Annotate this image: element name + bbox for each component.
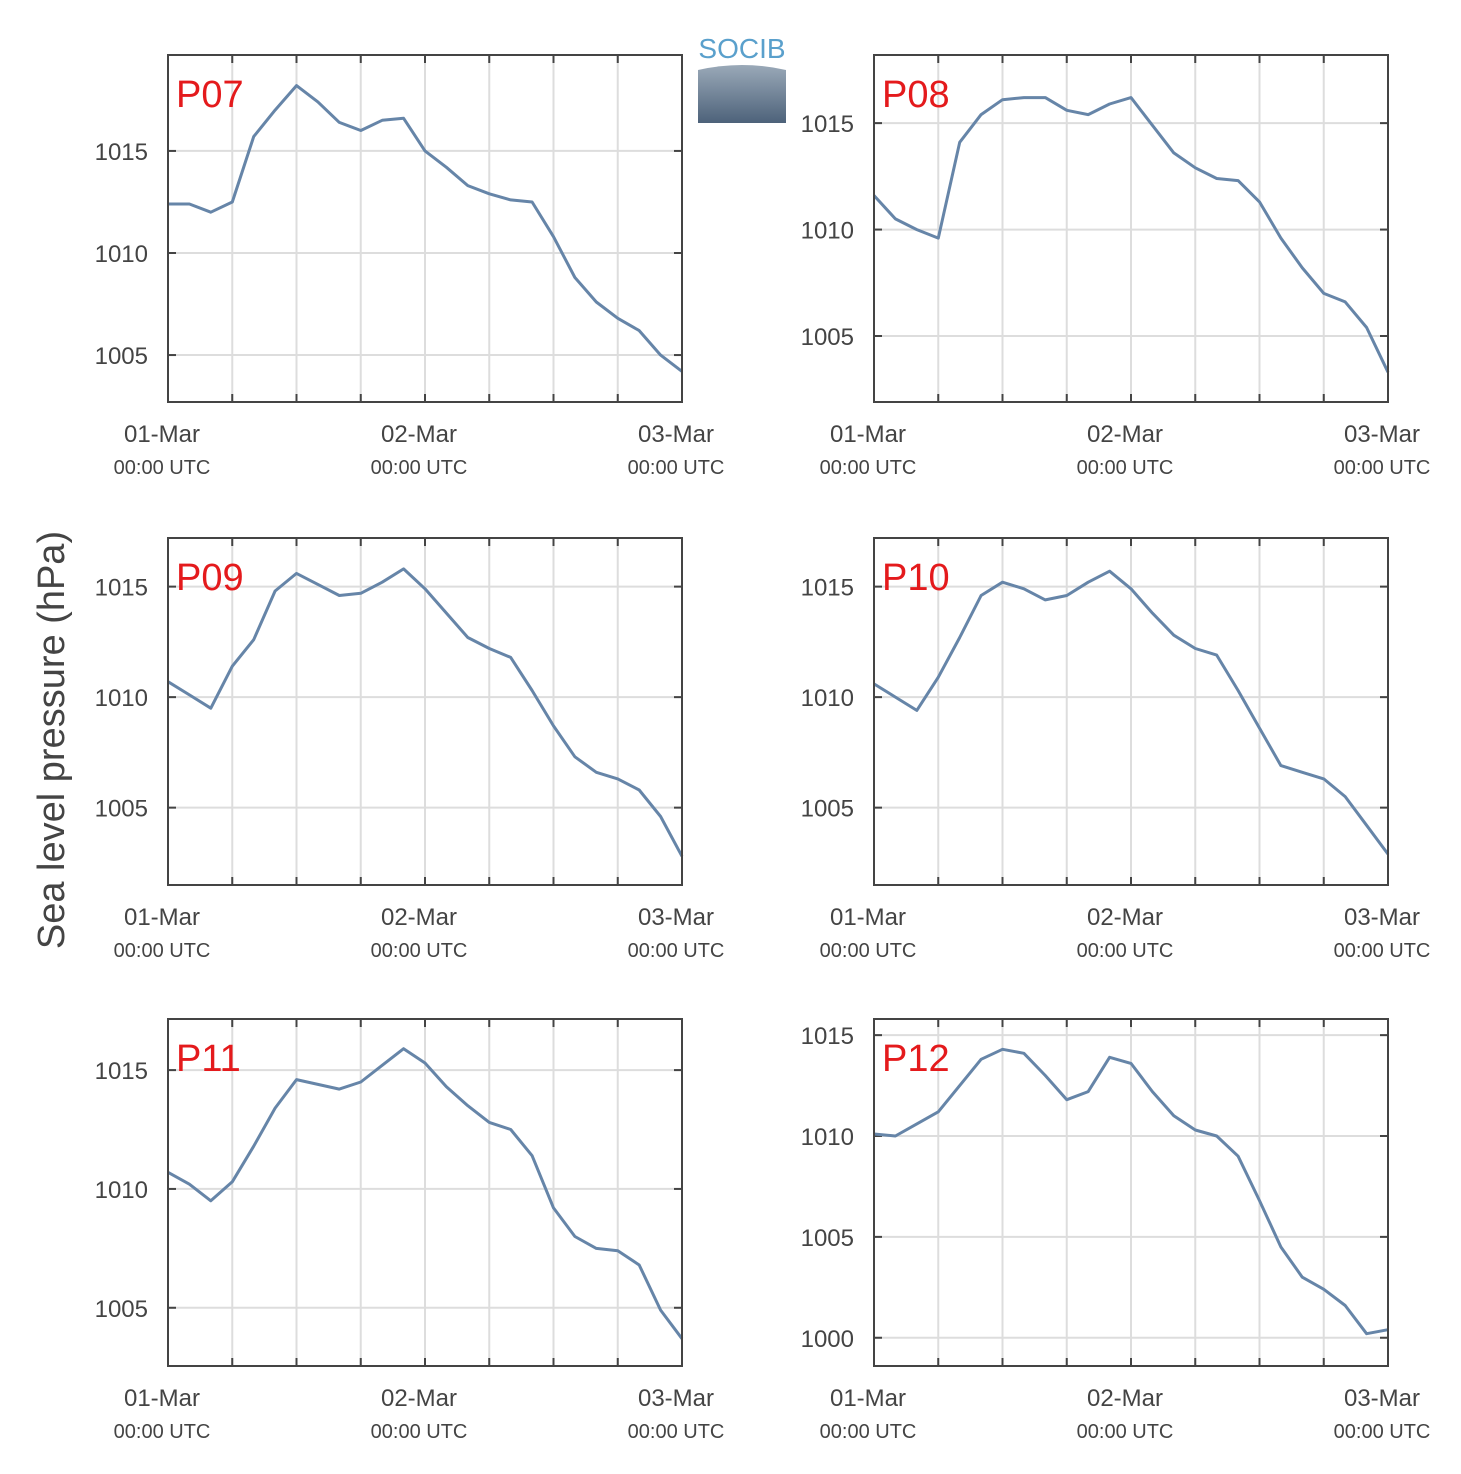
y-tick-label: 1005 <box>95 1296 148 1323</box>
x-tick-sublabel: 00:00 UTC <box>820 940 917 962</box>
x-tick-label: 01-Mar <box>124 1385 200 1412</box>
panel-title: P07 <box>176 74 244 116</box>
x-tick-label: 03-Mar <box>1344 904 1420 931</box>
y-tick-label: 1005 <box>95 796 148 823</box>
panel: 1005 1010 1015 01-Mar 00:00 UTC 02-Mar 00:00 U… <box>801 537 1431 962</box>
x-tick-label: 01-Mar <box>830 421 906 448</box>
y-tick-label: 1015 <box>95 575 148 602</box>
plot-frame <box>167 537 683 886</box>
y-tick-label: 1005 <box>801 324 854 351</box>
x-tick-label: 03-Mar <box>638 1385 714 1412</box>
panel-title: P11 <box>176 1038 241 1080</box>
x-tick-sublabel: 00:00 UTC <box>1334 457 1431 479</box>
logo: SOCIB <box>698 33 786 123</box>
plot-frame <box>167 1018 683 1367</box>
x-tick-label: 03-Mar <box>638 904 714 931</box>
y-tick-label: 1010 <box>95 1177 148 1204</box>
y-tick-label: 1010 <box>801 218 854 245</box>
x-tick-label: 03-Mar <box>638 421 714 448</box>
plot-frame <box>873 1018 1389 1367</box>
y-tick-label: 1005 <box>95 343 148 370</box>
x-tick-label: 03-Mar <box>1344 421 1420 448</box>
x-tick-label: 03-Mar <box>1344 1385 1420 1412</box>
x-tick-label: 02-Mar <box>1087 1385 1163 1412</box>
panel-title: P12 <box>882 1038 950 1080</box>
y-tick-label: 1015 <box>95 139 148 166</box>
panel: 1005 1010 1015 01-Mar 00:00 UTC 02-Mar 00:00 U… <box>801 54 1431 479</box>
x-tick-sublabel: 00:00 UTC <box>1077 457 1174 479</box>
panel-title: P09 <box>176 557 244 599</box>
panel: 1005 1010 1015 01-Mar 00:00 UTC 02-Mar 00:00 U… <box>95 54 725 479</box>
x-tick-label: 01-Mar <box>124 421 200 448</box>
x-tick-sublabel: 00:00 UTC <box>820 457 917 479</box>
y-tick-label: 1015 <box>801 111 854 138</box>
x-tick-sublabel: 00:00 UTC <box>114 457 211 479</box>
series-line <box>872 96 1390 373</box>
plot-frame <box>873 537 1389 886</box>
y-axis-label: Sea level pressure (hPa) <box>31 531 73 949</box>
panel: 1005 1010 1015 01-Mar 00:00 UTC 02-Mar 00:00 U… <box>95 537 725 962</box>
x-tick-sublabel: 00:00 UTC <box>371 1421 468 1443</box>
x-tick-sublabel: 00:00 UTC <box>1077 1421 1174 1443</box>
y-tick-label: 1010 <box>95 685 148 712</box>
x-tick-sublabel: 00:00 UTC <box>1077 940 1174 962</box>
x-tick-sublabel: 00:00 UTC <box>371 940 468 962</box>
y-tick-label: 1015 <box>801 1023 854 1050</box>
panel: 1005 1010 1015 01-Mar 00:00 UTC 02-Mar 00:00 U… <box>95 1018 725 1443</box>
x-tick-sublabel: 00:00 UTC <box>371 457 468 479</box>
x-tick-sublabel: 00:00 UTC <box>114 940 211 962</box>
x-tick-label: 02-Mar <box>381 904 457 931</box>
x-tick-label: 02-Mar <box>1087 904 1163 931</box>
x-tick-sublabel: 00:00 UTC <box>1334 940 1431 962</box>
x-tick-label: 02-Mar <box>381 1385 457 1412</box>
x-tick-sublabel: 00:00 UTC <box>820 1421 917 1443</box>
series-line <box>167 1047 684 1340</box>
x-tick-sublabel: 00:00 UTC <box>628 1421 725 1443</box>
logo-shape <box>698 65 786 123</box>
y-tick-label: 1000 <box>801 1326 854 1353</box>
x-tick-label: 01-Mar <box>830 1385 906 1412</box>
series-line <box>873 1047 1389 1336</box>
series-line <box>873 569 1390 855</box>
y-tick-label: 1015 <box>801 575 854 602</box>
panel: 1000 1005 1010 1015 01-Mar 00:00 UTC 02-Mar 00:… <box>801 1018 1431 1443</box>
x-tick-sublabel: 00:00 UTC <box>628 457 725 479</box>
y-tick-label: 1005 <box>801 796 854 823</box>
x-tick-label: 01-Mar <box>124 904 200 931</box>
y-tick-label: 1005 <box>801 1225 854 1252</box>
y-tick-label: 1015 <box>95 1058 148 1085</box>
x-tick-label: 02-Mar <box>381 421 457 448</box>
x-tick-label: 02-Mar <box>1087 421 1163 448</box>
panel-title: P10 <box>882 557 950 599</box>
series-line <box>168 84 683 373</box>
y-tick-label: 1010 <box>95 241 148 268</box>
y-tick-label: 1010 <box>801 685 854 712</box>
logo-text: SOCIB <box>698 33 785 64</box>
series-line <box>167 567 684 858</box>
x-tick-label: 01-Mar <box>830 904 906 931</box>
panel-title: P08 <box>882 74 950 116</box>
x-tick-sublabel: 00:00 UTC <box>1334 1421 1431 1443</box>
y-tick-label: 1010 <box>801 1124 854 1151</box>
plot-frame <box>873 54 1389 403</box>
x-tick-sublabel: 00:00 UTC <box>628 940 725 962</box>
plot-frame <box>167 54 683 403</box>
x-tick-sublabel: 00:00 UTC <box>114 1421 211 1443</box>
